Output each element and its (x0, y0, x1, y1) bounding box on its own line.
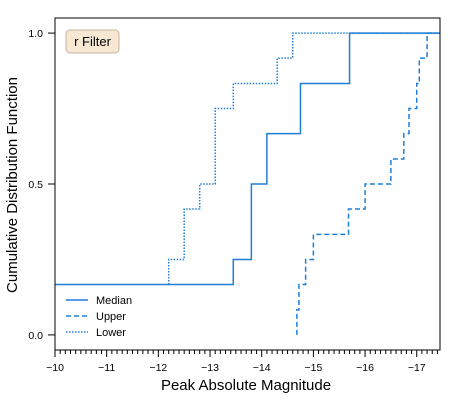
filter-annotation: r Filter (65, 29, 120, 54)
legend-label-lower: Lower (96, 327, 126, 339)
y-tick-label: 1.0 (28, 28, 43, 40)
x-tick-label: −14 (253, 362, 271, 374)
series-median-line (55, 32, 440, 286)
x-tick-label: −16 (356, 362, 374, 374)
x-tick-label: −15 (304, 362, 322, 374)
x-tick-label: −17 (408, 362, 426, 374)
x-tick-label: −12 (149, 362, 167, 374)
legend-label-upper: Upper (96, 311, 126, 323)
series-lower-line (167, 32, 440, 285)
x-tick-label: −11 (98, 362, 115, 374)
y-tick-label: 0.0 (28, 330, 43, 342)
y-axis-label: Cumulative Distribution Function (4, 77, 21, 293)
legend: Median Upper Lower (66, 295, 132, 339)
x-tick-label: −13 (201, 362, 219, 374)
series-layer (55, 32, 440, 335)
x-tick-label: −10 (46, 362, 64, 374)
series-upper-line (296, 32, 438, 335)
filter-annotation-box (65, 29, 120, 54)
legend-label-median: Median (96, 295, 132, 307)
y-tick-label: 0.5 (28, 179, 43, 191)
filter-annotation-label: r Filter (74, 34, 112, 49)
axis-layer: −10 −11 −12 −13 −14 −15 −16 −17 0.0 0.5 1.0 (28, 28, 438, 374)
x-axis-label: Peak Absolute Magnitude (161, 377, 331, 394)
